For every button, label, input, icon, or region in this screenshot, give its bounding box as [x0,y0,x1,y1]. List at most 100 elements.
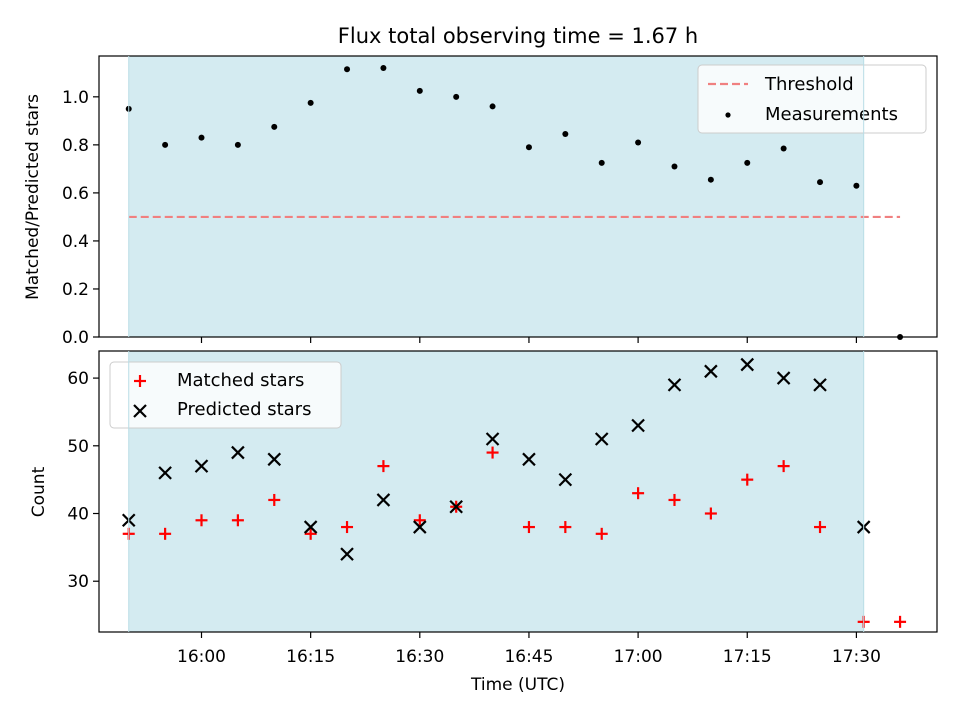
matched-stars-series [122,446,907,628]
predicted-star-point [558,472,573,487]
x-tick-label: 17:30 [832,647,881,667]
bottom-y-axis-label: Count [29,466,49,517]
bottom-legend-box [109,361,342,429]
predicted-star-point [376,493,391,507]
measurement-point [817,179,824,186]
x-tick-label: 16:15 [286,647,335,667]
measurement-point [744,159,751,166]
chart-title: Flux total observing time = 1.67 h [338,24,698,48]
matched-star-point [894,615,907,628]
matched-star-point [195,514,208,527]
y-tick-label: 30 [67,572,89,592]
measurement-point [635,139,642,146]
predicted-star-point [485,432,500,446]
y-tick-label: 0.8 [62,136,89,156]
measurements-series [125,65,904,340]
predicted-star-point [813,378,827,392]
matched-star-point [595,527,608,540]
measurement-point [525,144,532,151]
measurement-point [234,141,241,148]
y-tick-label: 0.6 [62,184,89,204]
legend-predicted-swatch [133,404,147,418]
matched-star-point [668,493,681,506]
matched-star-point [377,460,390,473]
predicted-star-point [194,459,209,473]
y-tick-label: 50 [67,437,89,457]
measurement-point [598,159,605,166]
legend-measurements-label: Measurements [765,104,898,125]
y-tick-label: 1.0 [62,88,89,108]
matched-star-point [304,527,317,540]
legend-matched-swatch [134,375,146,387]
x-tick-label: 16:45 [504,647,553,667]
matched-star-point [814,521,827,534]
legend-measurements-swatch [725,112,731,118]
legend-threshold-label: Threshold [764,74,854,95]
measurement-point [453,93,460,100]
bottom-panel-frame [98,350,938,633]
x-tick-label: 17:15 [723,647,772,667]
matched-star-point [159,527,172,540]
measurement-point [271,123,278,130]
measurement-point [853,182,860,189]
matched-star-point [741,473,754,486]
predicted-stars-series [121,357,871,561]
measurement-point [707,176,714,183]
matched-star-point [486,446,499,459]
x-tick-label: 16:00 [177,647,226,667]
top-panel-frame [98,55,938,338]
matched-star-point [341,521,354,534]
y-tick-label: 60 [67,369,89,389]
x-tick-label: 17:00 [614,647,663,667]
measurement-point [671,163,678,170]
bottom-y-axis: 30 40 50 60 [67,369,99,592]
y-tick-label: 40 [67,505,89,525]
predicted-star-point [667,378,682,392]
measurement-point [380,65,387,72]
matched-star-point [704,507,717,520]
predicted-star-point [158,466,172,480]
top-panel: 0.0 0.2 0.4 0.6 0.8 1.0 Matched/Predicted sta… [23,55,938,348]
x-tick-label: 16:30 [395,647,444,667]
predicted-star-point [413,520,427,534]
measurement-point [162,141,169,148]
measurement-point [780,145,787,152]
top-legend-box [697,64,927,134]
predicted-star-point [594,432,609,446]
bottom-x-axis: 16:00 16:15 16:30 16:45 17:00 17:15 17:30 [177,632,881,667]
predicted-star-point [449,499,463,514]
predicted-star-point [776,371,791,385]
measurement-point [489,103,496,110]
measurement-point [198,134,205,141]
predicted-star-point [740,357,755,372]
measurement-point [344,66,351,73]
predicted-star-point [704,364,718,379]
legend-matched-label: Matched stars [177,370,304,391]
bottom-x-axis-label: Time (UTC) [470,675,565,695]
y-tick-label: 0.2 [62,280,89,300]
matched-star-point [522,521,535,534]
top-x-axis [200,337,858,343]
matched-star-point [268,493,281,506]
measurement-point [562,131,569,138]
matched-star-point [413,514,426,527]
predicted-star-point [340,547,354,561]
bottom-legend: Matched stars Predicted stars [109,361,342,429]
y-tick-label: 0.0 [62,328,89,348]
matched-star-point [777,460,790,473]
top-legend: Threshold Measurements [697,64,927,134]
matched-star-point [632,487,645,500]
predicted-star-point [303,520,318,534]
top-y-axis-label: Matched/Predicted stars [23,94,43,300]
matched-star-point [559,521,572,534]
y-tick-label: 0.4 [62,232,89,252]
measurement-point [416,87,423,94]
matched-star-point [231,514,244,527]
predicted-star-point [522,452,536,467]
top-y-axis: 0.0 0.2 0.4 0.6 0.8 1.0 [62,88,99,348]
predicted-star-point [231,445,245,460]
legend-predicted-label: Predicted stars [177,399,311,420]
measurement-point [307,99,314,106]
